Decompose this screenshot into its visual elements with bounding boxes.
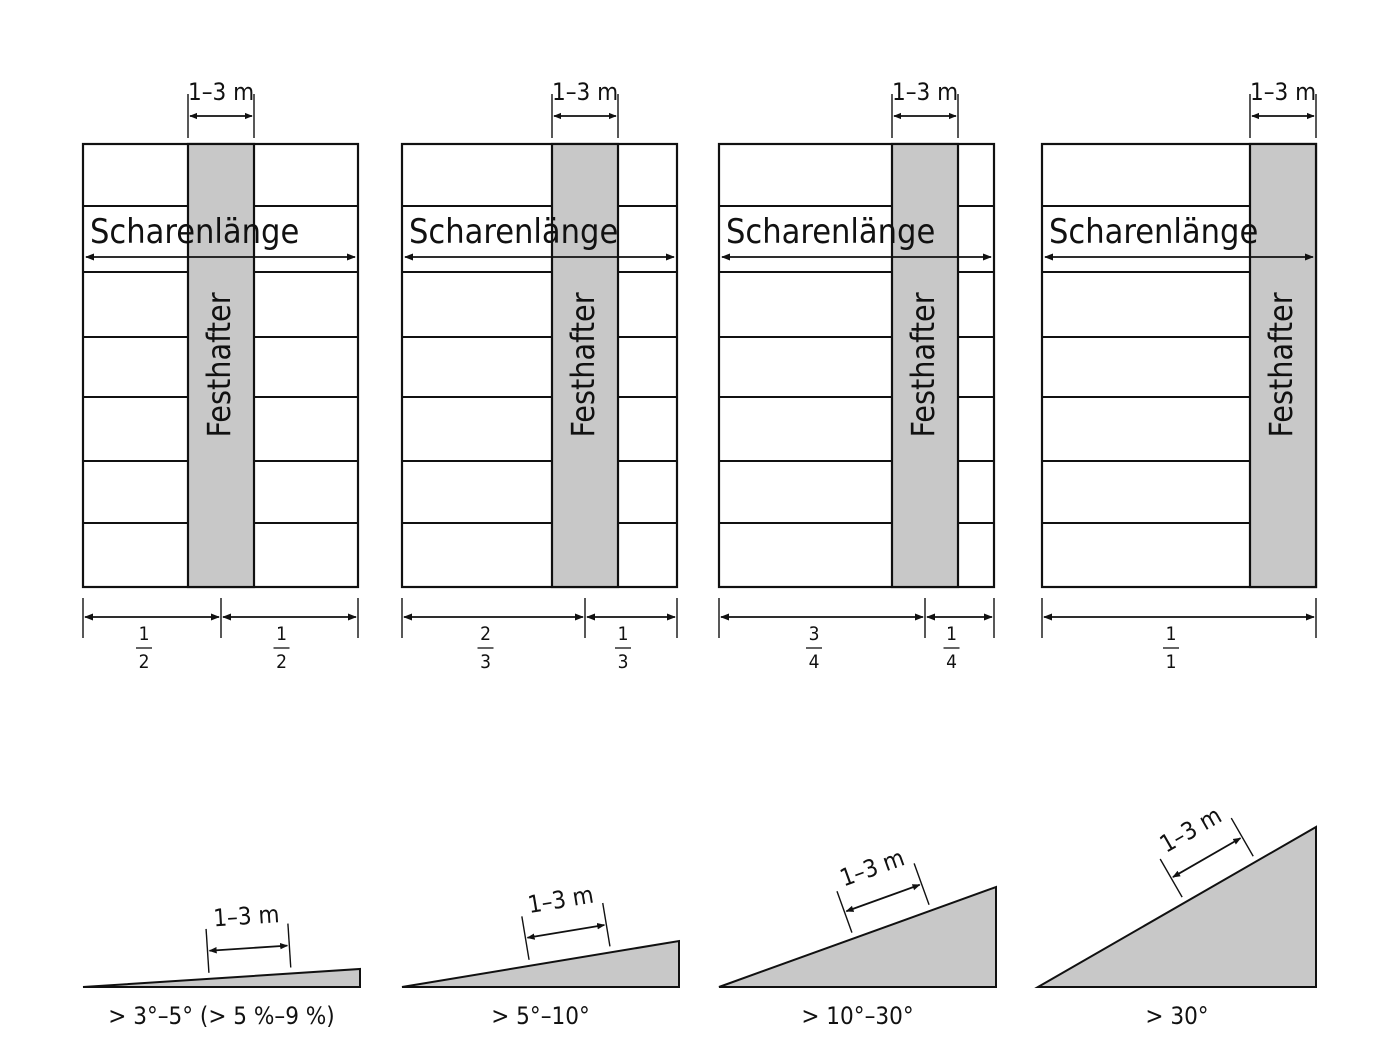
fraction-denominator: 4: [809, 651, 820, 673]
slope-width-label: 1–3 m: [1155, 801, 1226, 858]
fraction-denominator: 2: [139, 651, 150, 673]
fixed-zone-strip: [550, 142, 620, 589]
width-dim-label: 1–3 m: [188, 78, 254, 106]
slope-width-label: 1–3 m: [836, 844, 908, 893]
slope-dim-extension: [205, 928, 210, 973]
slope-dim-extension: [602, 902, 611, 947]
fixed-zone-label: Festhafter: [200, 292, 238, 437]
slope-dim-arrow: [208, 942, 289, 954]
slope-dim-extension: [521, 916, 530, 960]
slope-caption: > 5°–10°: [491, 1002, 590, 1030]
slope-triangle: [1034, 825, 1317, 988]
slope-caption: > 3°–5° (> 5 %–9 %): [108, 1002, 334, 1030]
roof-panel-outline: [400, 142, 679, 589]
slope-dim-extension: [1230, 817, 1254, 857]
fixed-zone-strip: [890, 142, 960, 589]
fraction-numerator: 3: [809, 623, 820, 645]
slope-dim-extension: [836, 891, 853, 933]
fraction-denominator: 2: [276, 651, 287, 673]
fraction-denominator: 4: [946, 651, 957, 673]
length-label: Scharenlänge: [409, 212, 618, 252]
slope-triangle: [401, 939, 680, 988]
fraction-denominator: 3: [480, 651, 491, 673]
width-dim-label: 1–3 m: [552, 78, 618, 106]
slope-width-label: 1–3 m: [526, 881, 596, 919]
slope-width-label: 1–3 m: [212, 900, 280, 932]
fraction-numerator: 1: [276, 623, 287, 645]
slope-caption: > 10°–30°: [801, 1002, 913, 1030]
fraction-numerator: 1: [946, 623, 957, 645]
width-dim-label: 1–3 m: [1250, 78, 1316, 106]
slope-triangle: [82, 967, 361, 988]
fraction-numerator: 1: [139, 623, 150, 645]
fixed-zone-label: Festhafter: [564, 292, 602, 437]
fraction-denominator: 1: [1166, 651, 1177, 673]
slope-dim-extension: [913, 863, 930, 906]
fixed-zone-strip: [186, 142, 256, 589]
fixed-zone-strip: [1248, 142, 1318, 589]
slope-dim-extension: [287, 923, 292, 968]
slope-dim-arrow: [526, 923, 606, 940]
slope-caption: > 30°: [1145, 1002, 1208, 1030]
fixed-zone-label: Festhafter: [1262, 292, 1300, 437]
slope-dim-extension: [1159, 858, 1183, 898]
fraction-numerator: 1: [618, 623, 629, 645]
slope-dim-arrow: [845, 883, 921, 913]
length-label: Scharenlänge: [90, 212, 299, 252]
length-label: Scharenlänge: [1049, 212, 1258, 252]
width-dim-label: 1–3 m: [892, 78, 958, 106]
fraction-numerator: 2: [480, 623, 491, 645]
fraction-numerator: 1: [1166, 623, 1177, 645]
slope-dim-arrow: [1172, 837, 1242, 878]
fixed-zone-label: Festhafter: [904, 292, 942, 437]
length-label: Scharenlänge: [726, 212, 935, 252]
slope-triangle: [718, 885, 997, 988]
fraction-denominator: 3: [618, 651, 629, 673]
